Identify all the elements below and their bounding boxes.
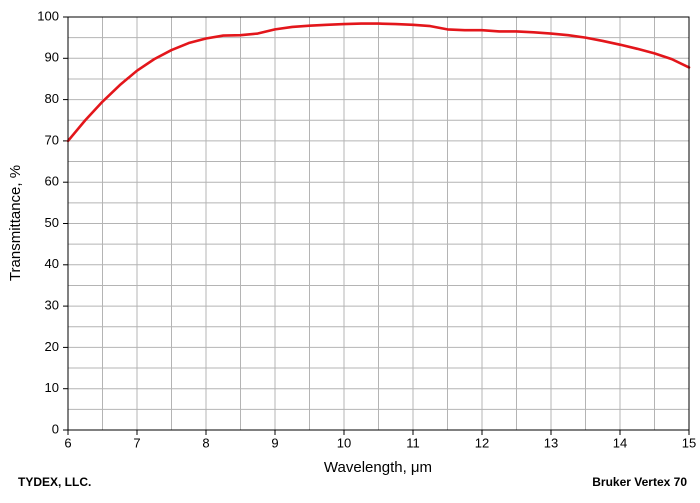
x-tick-label: 13 xyxy=(544,435,558,450)
y-tick-label: 30 xyxy=(45,298,59,313)
y-tick-label: 40 xyxy=(45,256,59,271)
series xyxy=(66,22,691,143)
y-tick-label: 80 xyxy=(45,91,59,106)
y-tick-label: 50 xyxy=(45,215,59,230)
y-tick-label: 60 xyxy=(45,174,59,189)
y-tick-label: 10 xyxy=(45,380,59,395)
x-axis-label: Wavelength, μm xyxy=(324,459,432,476)
x-tick-label: 14 xyxy=(613,435,627,450)
grid xyxy=(67,16,690,431)
x-tick-label: 10 xyxy=(337,435,351,450)
y-tick-label: 90 xyxy=(45,50,59,65)
x-tick-label: 8 xyxy=(202,435,209,450)
y-tick-label: 20 xyxy=(45,339,59,354)
footer-left: TYDEX, LLC. xyxy=(18,475,91,489)
y-tick-label: 0 xyxy=(52,421,59,436)
footer-right: Bruker Vertex 70 xyxy=(592,475,687,489)
y-tick-label: 70 xyxy=(45,132,59,147)
x-tick-label: 9 xyxy=(271,435,278,450)
x-tick-label: 7 xyxy=(133,435,140,450)
y-tick-label: 100 xyxy=(37,8,59,23)
ticks: 6 7 8 9 10 11 12 13 14 15 0 10 20 30 40 50 60 70 80 90 100 xyxy=(37,8,696,450)
x-tick-label: 6 xyxy=(64,435,71,450)
x-tick-label: 11 xyxy=(406,435,420,450)
x-tick-label: 15 xyxy=(682,435,696,450)
data-line xyxy=(66,22,691,143)
x-tick-label: 12 xyxy=(475,435,489,450)
y-axis-label: Transmittance, % xyxy=(7,165,24,281)
plot-frame xyxy=(67,16,690,431)
